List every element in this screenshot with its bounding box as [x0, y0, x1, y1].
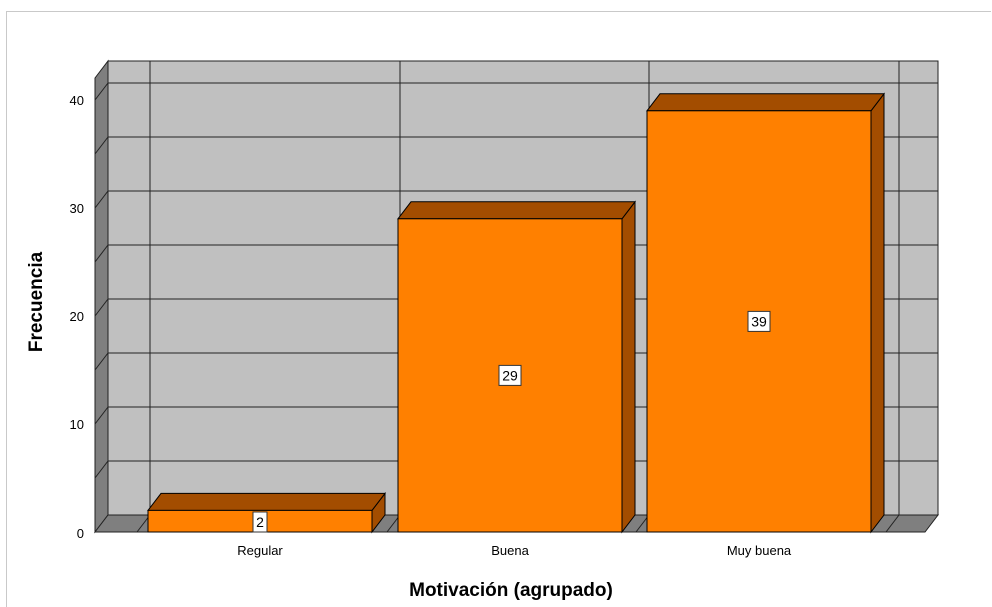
- data-label-box: [498, 364, 522, 386]
- bar-group: 2: [146, 491, 387, 534]
- data-label: 39: [751, 313, 767, 329]
- bar-group: 29: [396, 200, 637, 534]
- data-label: 2: [256, 514, 264, 530]
- grid-line-side: [94, 298, 109, 317]
- chart-frame: [6, 11, 991, 607]
- data-label-box: [252, 511, 268, 533]
- data-label: 29: [502, 367, 518, 383]
- data-label-box: [747, 310, 771, 332]
- y-tick-label: 20: [70, 309, 84, 324]
- bar-side: [621, 200, 636, 534]
- y-tick-label: 40: [70, 93, 84, 108]
- side-wall: [94, 59, 109, 534]
- x-axis-ticks: Regular Buena Muy buena: [237, 543, 792, 558]
- y-tick-label: 30: [70, 201, 84, 216]
- bar-top: [146, 492, 387, 511]
- y-tick-label: 0: [77, 526, 84, 541]
- grid-line-side: [94, 244, 109, 263]
- bar-top: [396, 201, 637, 220]
- chart-bars: 2 29 39: [146, 92, 886, 534]
- grid-line-side: [94, 136, 109, 155]
- grid-line-side: [94, 406, 109, 425]
- grid-line-side: [94, 82, 109, 101]
- y-axis-ticks: 0 10 20 30 40: [70, 93, 84, 541]
- x-tick-label: Buena: [491, 543, 529, 558]
- y-axis-title: Frecuencia: [26, 251, 47, 352]
- x-tick-label: Regular: [237, 543, 283, 558]
- x-axis-title: Motivación (agrupado): [409, 580, 613, 601]
- grid-line-side: [94, 190, 109, 209]
- bar-top: [645, 93, 886, 112]
- grid-line-floor: [885, 514, 900, 533]
- x-tick-label: Muy buena: [727, 543, 792, 558]
- bar-side: [870, 92, 885, 534]
- bar-group: 39: [645, 92, 886, 534]
- y-tick-label: 10: [70, 417, 84, 432]
- grid-line-side: [94, 460, 109, 479]
- grid-line-side: [94, 352, 109, 371]
